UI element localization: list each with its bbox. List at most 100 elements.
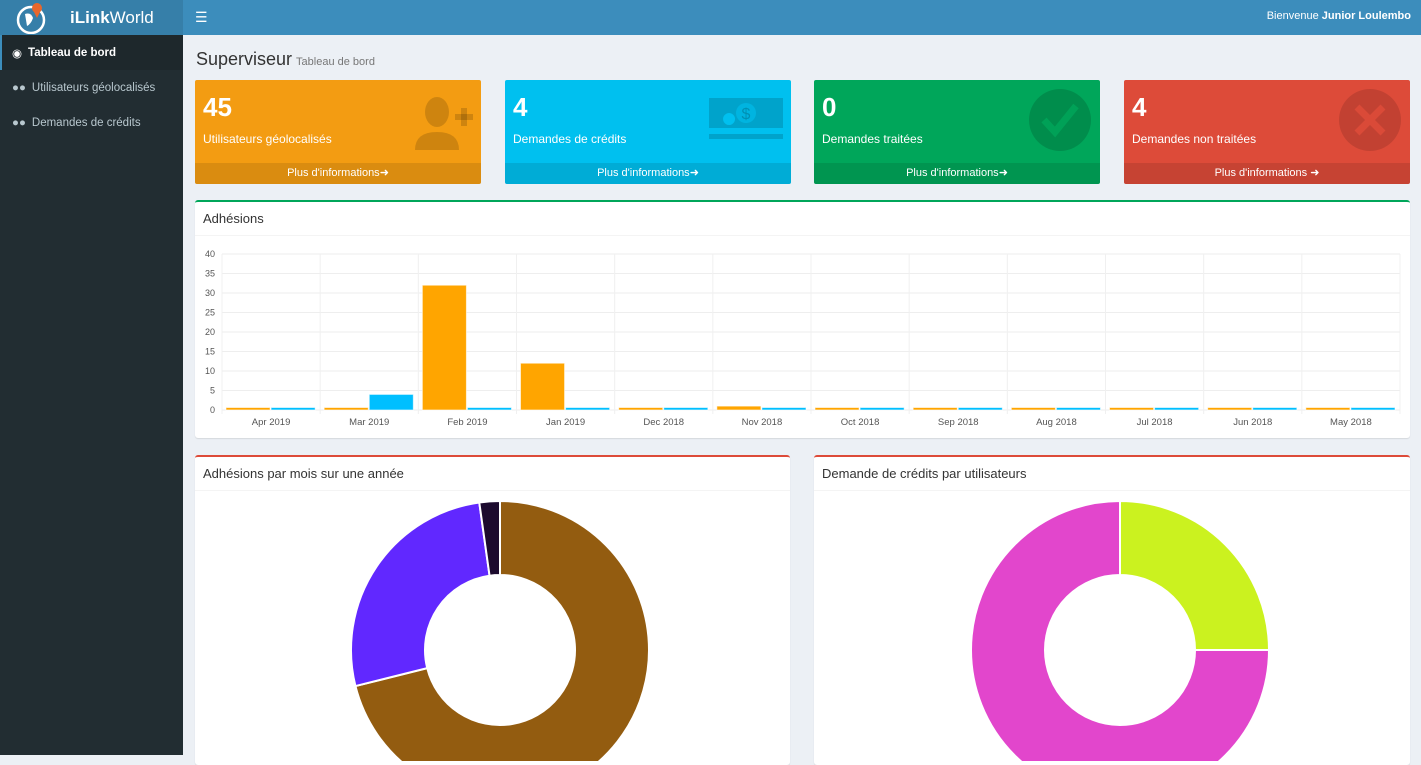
- sidebar-item-label: Tableau de bord: [28, 46, 117, 59]
- bar: [1055, 407, 1102, 411]
- money-icon: $: [709, 98, 783, 139]
- bar: [957, 407, 1003, 411]
- y-tick-label: 15: [205, 347, 215, 357]
- y-tick-label: 30: [205, 288, 215, 298]
- bar: [520, 362, 566, 411]
- times-circle-icon: [1339, 89, 1401, 151]
- stat-box-credit-requests: 4 Demandes de crédits $ Plus d'informati…: [505, 80, 791, 184]
- bar: [466, 407, 512, 411]
- x-tick-label: Nov 2018: [742, 417, 783, 428]
- panel-title: Adhésions par mois sur une année: [195, 457, 790, 491]
- adhesions-bar-chart: 0 5 10 15 20 25 30 35 40 Apr 2019 Mar 2019 Feb 2019…: [205, 249, 1401, 428]
- stat-label: Demandes traitées: [822, 132, 923, 146]
- sidebar: ◉ Tableau de bord ●● Utilisateurs géolocal…: [0, 35, 183, 755]
- y-tick-label: 10: [205, 366, 215, 376]
- more-info-link[interactable]: Plus d'informations➜: [195, 163, 481, 184]
- x-tick-label: Apr 2019: [252, 417, 291, 428]
- donut-slice: [1119, 499, 1271, 651]
- users-icon: ●●: [12, 116, 26, 129]
- bar: [663, 407, 709, 411]
- x-tick-label: Feb 2019: [447, 417, 487, 428]
- page-subtitle: Tableau de bord: [296, 56, 375, 68]
- sidebar-item-label: Demandes de crédits: [31, 116, 141, 129]
- bar: [618, 407, 664, 411]
- arrow-circle-right-icon: ➜: [689, 167, 699, 179]
- bar: [814, 407, 860, 411]
- stat-value: 4: [513, 92, 528, 122]
- more-info-link[interactable]: Plus d'informations➜: [505, 163, 791, 184]
- y-tick-label: 40: [205, 249, 215, 259]
- adhesions-donut-chart: [350, 499, 650, 761]
- x-tick-label: Jun 2018: [1233, 417, 1272, 428]
- user-name[interactable]: Junior Loulembo: [1321, 10, 1411, 22]
- sidebar-item-credit-requests[interactable]: ●● Demandes de crédits: [0, 105, 183, 140]
- stat-value: 4​5: [203, 92, 232, 122]
- bar: [565, 407, 611, 411]
- bar: [1010, 407, 1056, 411]
- credits-donut-chart: [970, 499, 1271, 761]
- sidebar-item-label: Utilisateurs géolocalisés: [31, 81, 156, 94]
- y-tick-label: 20: [205, 327, 215, 337]
- bar: [761, 407, 807, 411]
- brand-rest: World: [109, 7, 154, 27]
- bar: [1154, 407, 1200, 411]
- x-tick-label: Jul 2018: [1137, 417, 1173, 428]
- stat-value: 0: [822, 92, 837, 122]
- stat-label: Demandes non traitées: [1132, 132, 1257, 146]
- y-tick-label: 0: [210, 405, 215, 415]
- svg-text:$: $: [742, 106, 751, 123]
- donut-slice: [354, 499, 650, 761]
- bar: [1109, 407, 1155, 411]
- y-tick-label: 25: [205, 308, 215, 318]
- bar: [912, 407, 958, 411]
- bar: [225, 407, 271, 411]
- sidebar-item-geolocated-users[interactable]: ●● Utilisateurs géolocalisés: [0, 70, 183, 105]
- y-tick-label: 5: [210, 386, 215, 396]
- panel-title: Demande de crédits par utilisateurs: [814, 457, 1410, 491]
- dashboard-icon: ◉: [12, 47, 23, 60]
- welcome-text: Bienvenue Junior Loulembo: [1267, 10, 1411, 22]
- x-tick-label: Mar 2019: [349, 417, 389, 428]
- more-info-link[interactable]: Plus d'informations ➜: [1124, 163, 1410, 184]
- panel-title: Adhésions: [195, 202, 1410, 236]
- x-tick-label: Oct 2018: [841, 417, 880, 428]
- donut-slice: [478, 499, 501, 577]
- x-tick-label: May 2018: [1330, 417, 1372, 428]
- check-circle-icon: [1029, 89, 1091, 151]
- x-tick-label: Sep 2018: [938, 417, 979, 428]
- users-icon: ●●: [12, 81, 26, 94]
- welcome-label: Bienvenue: [1266, 10, 1319, 22]
- donut1-panel: Adhésions par mois sur une année: [195, 455, 790, 765]
- x-tick-label: Dec 2018: [643, 417, 684, 428]
- user-plus-icon: [415, 97, 473, 150]
- x-tick-label: Aug 2018: [1036, 417, 1077, 428]
- bar: [1252, 407, 1298, 411]
- sidebar-item-dashboard[interactable]: ◉ Tableau de bord: [0, 35, 183, 70]
- bar: [716, 405, 762, 411]
- brand-logo[interactable]: iLink World: [0, 0, 183, 35]
- donut-slice: [350, 501, 491, 688]
- y-tick-label: 35: [205, 269, 215, 279]
- menu-toggle-icon[interactable]: ☰: [195, 9, 208, 25]
- bar: [368, 393, 414, 411]
- stat-box-geolocated-users: 4​5 Utilisateurs géolocalisés Plus d'inf…: [195, 80, 481, 184]
- more-info-label: Plus d'informations: [1214, 167, 1308, 179]
- globe-logo-icon: [16, 3, 46, 34]
- stat-value: 4: [1132, 92, 1147, 122]
- stat-label: Demandes de crédits: [513, 132, 627, 146]
- bar: [421, 284, 467, 411]
- stat-label: Utilisateurs géolocalisés: [203, 132, 332, 146]
- bar: [1207, 407, 1253, 411]
- bar: [323, 407, 369, 411]
- brand-bold: iLink: [70, 7, 110, 27]
- top-navbar: ☰ Bienvenue Junior Loulembo: [183, 0, 1421, 35]
- x-tick-label: Jan 2019: [546, 417, 585, 428]
- more-info-link[interactable]: Plus d'informations➜: [814, 163, 1100, 184]
- page-title-text: Superviseur: [196, 49, 293, 69]
- page-title: Superviseur Tableau de bord: [196, 49, 375, 70]
- bar: [859, 407, 905, 411]
- bar: [1350, 407, 1396, 411]
- more-info-label: Plus d'informations: [906, 167, 999, 179]
- adhesions-panel: Adhésions 0 5 10 15 20 25 30 35 40 Apr 2019 Mar 20…: [195, 200, 1410, 438]
- arrow-circle-right-icon: ➜: [379, 167, 389, 179]
